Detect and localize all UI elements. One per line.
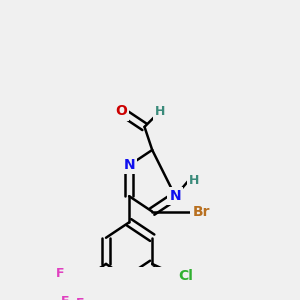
Text: O: O (116, 104, 127, 118)
Text: F: F (76, 298, 85, 300)
Text: Br: Br (192, 205, 210, 219)
Text: H: H (155, 105, 165, 118)
Text: F: F (56, 267, 64, 280)
Text: H: H (188, 174, 199, 187)
Text: N: N (169, 189, 181, 203)
Text: Cl: Cl (178, 269, 193, 283)
Text: F: F (61, 295, 70, 300)
Text: N: N (123, 158, 135, 172)
